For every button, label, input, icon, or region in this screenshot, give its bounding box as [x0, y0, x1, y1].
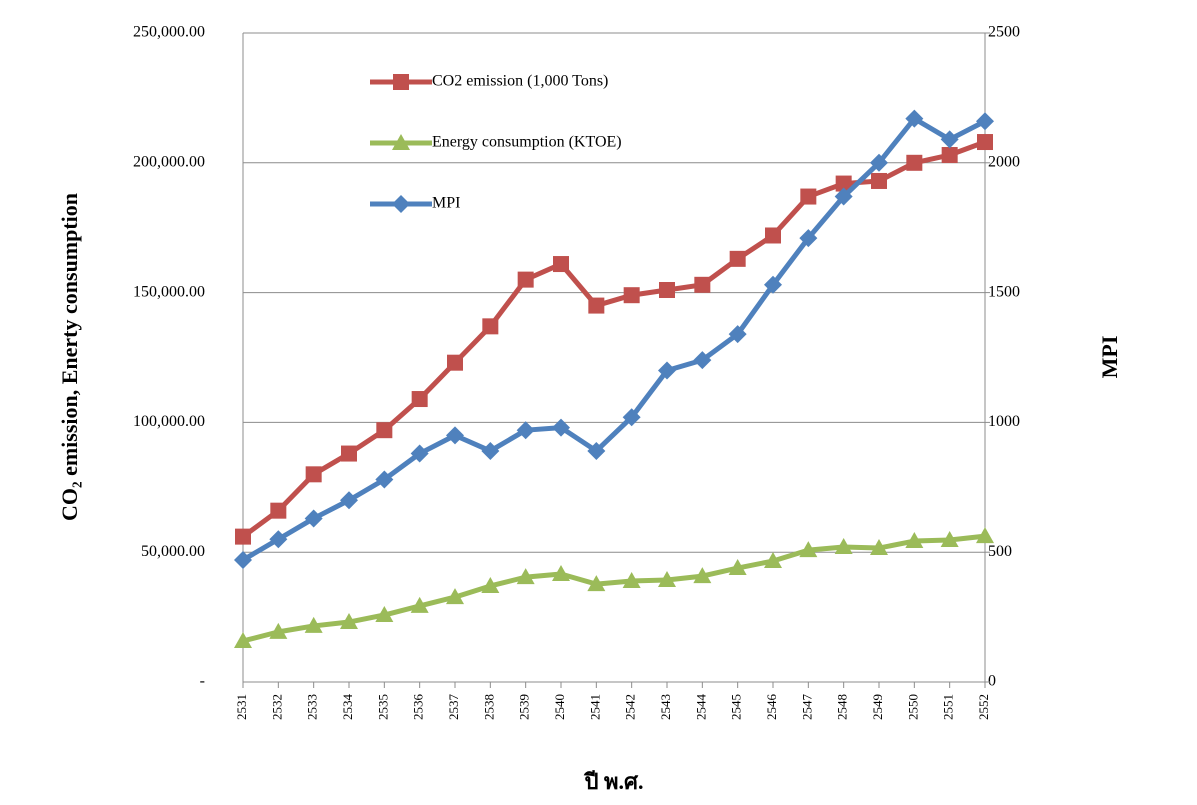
x-tick-label: 2543 — [658, 694, 673, 720]
legend-label: CO2 emission (1,000 Tons) — [432, 73, 608, 90]
point — [235, 529, 251, 545]
x-tick-label: 2541 — [587, 694, 602, 720]
x-tick-label: 2547 — [799, 694, 814, 721]
y2-axis-title: MPI — [1097, 336, 1122, 379]
y-tick-label: - — [200, 673, 205, 690]
legend-marker — [393, 74, 409, 90]
y2-tick-label: 2000 — [988, 153, 1020, 170]
x-tick-label: 2545 — [729, 694, 744, 720]
point — [376, 422, 392, 438]
x-tick-label: 2551 — [941, 694, 956, 720]
point — [942, 147, 958, 163]
x-tick-label: 2549 — [870, 694, 885, 720]
point — [977, 134, 993, 150]
x-tick-label: 2539 — [517, 694, 532, 720]
x-tick-label: 2542 — [623, 694, 638, 720]
x-tick-label: 2535 — [375, 694, 390, 720]
point — [624, 287, 640, 303]
point — [482, 318, 498, 334]
x-tick-label: 2533 — [305, 694, 320, 720]
y-tick-label: 200,000.00 — [133, 153, 205, 170]
y2-tick-label: 500 — [988, 543, 1012, 560]
point — [446, 426, 464, 444]
point — [341, 446, 357, 462]
point — [906, 155, 922, 171]
x-tick-label: 2540 — [552, 694, 567, 720]
point — [306, 466, 322, 482]
x-tick-label: 2548 — [835, 694, 850, 720]
x-tick-label: 2538 — [481, 694, 496, 720]
point — [976, 112, 994, 130]
x-tick-label: 2546 — [764, 694, 779, 721]
point — [447, 355, 463, 371]
y-tick-label: 150,000.00 — [133, 283, 205, 300]
chart: ปี พ.ศ. CO₂ emission, Enerty consumption… — [0, 0, 1197, 805]
x-tick-label: 2537 — [446, 694, 461, 721]
legend-label: MPI — [432, 195, 460, 212]
point — [553, 256, 569, 272]
point — [659, 282, 675, 298]
x-tick-label: 2552 — [976, 694, 991, 720]
x-tick-label: 2531 — [234, 694, 249, 720]
point — [765, 227, 781, 243]
x-tick-label: 2536 — [411, 694, 426, 721]
point — [800, 189, 816, 205]
y-tick-label: 100,000.00 — [133, 413, 205, 430]
series-line — [243, 142, 985, 537]
y2-tick-label: 0 — [988, 673, 996, 690]
point — [270, 503, 286, 519]
point — [871, 173, 887, 189]
point — [412, 391, 428, 407]
x-tick-label: 2534 — [340, 694, 355, 721]
point — [730, 251, 746, 267]
y2-tick-label: 1000 — [988, 413, 1020, 430]
x-axis-title: ปี พ.ศ. — [583, 769, 643, 794]
y-axis-title: CO₂ emission, Enerty consumption — [57, 193, 82, 521]
point — [518, 272, 534, 288]
point — [694, 277, 710, 293]
legend-label: Energy consumption (KTOE) — [432, 134, 622, 151]
y-tick-label: 50,000.00 — [141, 543, 205, 560]
y2-tick-label: 2500 — [988, 24, 1020, 41]
x-tick-label: 2544 — [693, 694, 708, 721]
x-tick-label: 2550 — [905, 694, 920, 720]
y-tick-label: 250,000.00 — [133, 24, 205, 41]
legend-marker — [392, 195, 410, 213]
y2-tick-label: 1500 — [988, 283, 1020, 300]
point — [588, 298, 604, 314]
x-tick-label: 2532 — [269, 694, 284, 720]
